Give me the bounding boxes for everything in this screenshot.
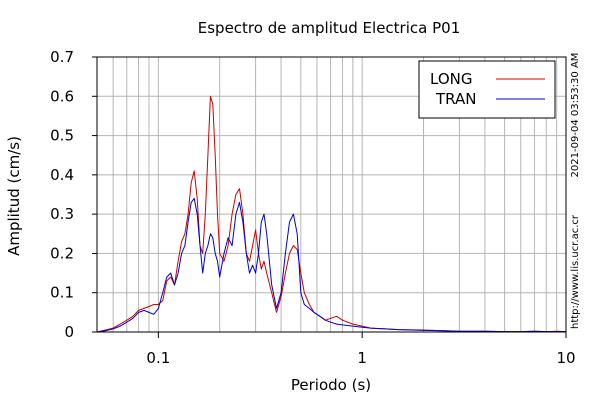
source-url-text: http://www.lis.ucr.ac.cr <box>570 214 581 329</box>
x-tick-label: 1 <box>357 349 367 367</box>
x-axis-label: Periodo (s) <box>291 376 371 394</box>
y-tick-label: 0.4 <box>50 166 74 184</box>
y-tick-label: 0.7 <box>50 48 74 66</box>
series-line-tran <box>96 197 566 333</box>
y-tick-label: 0.2 <box>50 244 74 262</box>
y-tick-label: 0.1 <box>50 284 74 302</box>
x-tick-label: 0.1 <box>146 349 170 367</box>
chart-title: Espectro de amplitud Electrica P01 <box>198 19 461 37</box>
legend-label-tran: TRAN <box>435 90 476 108</box>
y-tick-labels: 0 0.1 0.2 0.3 0.4 0.5 0.6 0.7 <box>50 48 97 341</box>
legend-box <box>418 60 556 119</box>
series-layer <box>96 95 567 333</box>
series-line-long <box>96 95 567 333</box>
x-tick-label: 10 <box>556 349 575 367</box>
legend: LONG TRAN <box>418 60 556 119</box>
plot-frame <box>96 56 567 333</box>
legend-label-long: LONG <box>430 70 472 88</box>
timestamp-text: 2021-09-04 03:53:30 AM <box>570 53 581 178</box>
x-tick-labels: 0.1 1 10 <box>146 332 576 367</box>
y-tick-label: 0.5 <box>50 127 74 145</box>
y-tick-label: 0.6 <box>50 87 74 105</box>
y-tick-label: 0.3 <box>50 205 74 223</box>
y-axis-label: Amplitud (cm/s) <box>5 136 23 256</box>
y-tick-label: 0 <box>64 323 74 341</box>
